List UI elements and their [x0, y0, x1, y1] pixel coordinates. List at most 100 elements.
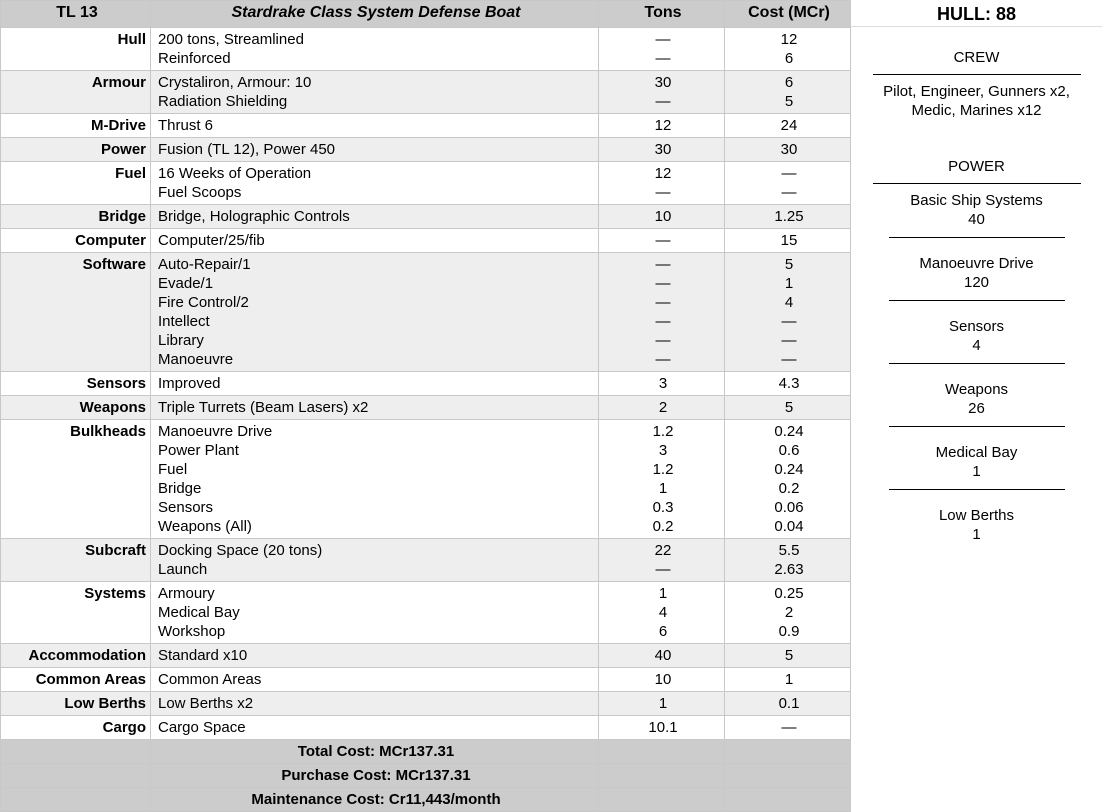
blank-cell	[598, 739, 725, 764]
blank-cell	[598, 787, 725, 812]
power-item-name: Medical Bay	[935, 444, 1018, 461]
divider	[888, 489, 1065, 490]
cost-value: 1	[784, 671, 794, 688]
blank-cell	[724, 787, 851, 812]
tons-value: 1	[658, 480, 668, 497]
desc-value: 200 tons, Streamlined	[158, 31, 304, 48]
cost-value: 0.24	[774, 423, 804, 440]
row-label: Bulkheads	[0, 419, 151, 539]
crew-title: CREW	[953, 49, 1000, 66]
cost-value: 5	[784, 256, 794, 273]
desc-value: Fuel	[158, 461, 188, 478]
power-item: Basic Ship Systems 40	[851, 191, 1102, 254]
desc-value: Weapons (All)	[158, 518, 252, 535]
ship-title-header: Stardrake Class System Defense Boat	[150, 0, 599, 28]
power-item-name: Sensors	[948, 318, 1005, 335]
cost-cell: —	[724, 715, 851, 740]
hull-points: HULL: 88	[851, 0, 1102, 27]
tons-value: —	[655, 256, 671, 273]
power-title: POWER	[948, 158, 1005, 175]
cost-value: 4.3	[778, 375, 800, 392]
tons-value: 10.1	[648, 719, 678, 736]
desc-cell: Computer/25/fib	[150, 228, 599, 253]
table-row: Power Fusion (TL 12), Power 450 30 30	[0, 137, 851, 162]
tons-value: 0.2	[652, 518, 674, 535]
row-label: Computer	[0, 228, 151, 253]
cost-value: 2	[784, 604, 794, 621]
desc-value: Manoeuvre Drive	[158, 423, 273, 440]
power-item-name: Manoeuvre Drive	[919, 255, 1034, 272]
tons-value: 12	[654, 165, 672, 182]
desc-cell: Thrust 6	[150, 113, 599, 138]
table-row: Sensors Improved 3 4.3	[0, 371, 851, 396]
cost-cell: 1.25	[724, 204, 851, 229]
table-row: Fuel 16 Weeks of Operation Fuel Scoops 12— —…	[0, 161, 851, 205]
cost-value: —	[781, 351, 797, 368]
desc-value: Launch	[158, 561, 208, 578]
cost-summary: Maintenance Cost: Cr11,443/month	[150, 787, 599, 812]
power-item-value: 1	[972, 526, 981, 543]
desc-cell: Manoeuvre Drive Power Plant Fuel Bridge Sens…	[150, 419, 599, 539]
blank-cell	[0, 739, 151, 764]
desc-value: Evade/1	[158, 275, 214, 292]
tons-cell: 2	[598, 395, 725, 420]
desc-value: Crystaliron, Armour: 10	[158, 74, 312, 91]
desc-cell: Crystaliron, Armour: 10 Radiation Shieldi…	[150, 70, 599, 114]
power-item-value: 26	[968, 400, 985, 417]
desc-cell: Low Berths x2	[150, 691, 599, 716]
tons-cell: 30	[598, 137, 725, 162]
cost-value: 0.9	[778, 623, 800, 640]
table-row: Bulkheads Manoeuvre Drive Power Plant Fuel B…	[0, 419, 851, 539]
row-label: M-Drive	[0, 113, 151, 138]
cost-cell: 24	[724, 113, 851, 138]
cost-cell: 5.5 2.63	[724, 538, 851, 582]
tons-value: 10	[654, 671, 672, 688]
power-item-value: 4	[972, 337, 981, 354]
desc-value: Medical Bay	[158, 604, 240, 621]
tons-value: 10	[654, 208, 672, 225]
row-label: Bridge	[0, 204, 151, 229]
desc-value: Library	[158, 332, 204, 349]
blank-cell	[0, 787, 151, 812]
ship-spec-table: TL 13 Stardrake Class System Defense Boa…	[0, 0, 851, 812]
desc-value: Docking Space (20 tons)	[158, 542, 323, 559]
row-label: Low Berths	[0, 691, 151, 716]
power-item-value: 1	[972, 463, 981, 480]
table-row: Accommodation Standard x10 40 5	[0, 643, 851, 668]
desc-value: Thrust 6	[158, 117, 214, 134]
cost-cell: 4.3	[724, 371, 851, 396]
cost-cell: — —	[724, 161, 851, 205]
desc-cell: 200 tons, Streamlined Reinforced	[150, 27, 599, 71]
blank-cell	[724, 739, 851, 764]
desc-value: Reinforced	[158, 50, 231, 67]
desc-cell: Standard x10	[150, 643, 599, 668]
cost-cell: 12 6	[724, 27, 851, 71]
desc-cell: Fusion (TL 12), Power 450	[150, 137, 599, 162]
desc-cell: Common Areas	[150, 667, 599, 692]
desc-value: Common Areas	[158, 671, 262, 688]
row-label: Sensors	[0, 371, 151, 396]
desc-value: Fire Control/2	[158, 294, 249, 311]
row-label: Hull	[0, 27, 151, 71]
cost-cell: 5	[724, 395, 851, 420]
tons-cell: 10	[598, 667, 725, 692]
tons-cell: 1.2 3 1.2 1 0.3 0.2	[598, 419, 725, 539]
cost-value: 5	[784, 93, 794, 110]
tech-level-header: TL 13	[0, 0, 151, 28]
tons-cell: 10	[598, 204, 725, 229]
tons-value: 30	[654, 141, 672, 158]
table-row: Weapons Triple Turrets (Beam Lasers) x2 2 5	[0, 395, 851, 420]
cost-cell: 1	[724, 667, 851, 692]
table-row: Systems Armoury Medical Bay Workshop 1 4 6 0.25…	[0, 581, 851, 644]
cost-value: 30	[780, 141, 798, 158]
desc-cell: Docking Space (20 tons) Launch	[150, 538, 599, 582]
cost-value: 0.24	[774, 461, 804, 478]
tons-value: 12	[654, 117, 672, 134]
tons-value: 1	[658, 585, 668, 602]
cost-value: 0.04	[774, 518, 804, 535]
table-row: M-Drive Thrust 6 12 24	[0, 113, 851, 138]
table-row: Cargo Cargo Space 10.1 —	[0, 715, 851, 740]
cost-cell: 0.24 0.6 0.24 0.2 0.06 0.04	[724, 419, 851, 539]
tons-value: —	[655, 93, 671, 110]
footer-row: Purchase Cost: MCr137.31	[0, 763, 851, 788]
